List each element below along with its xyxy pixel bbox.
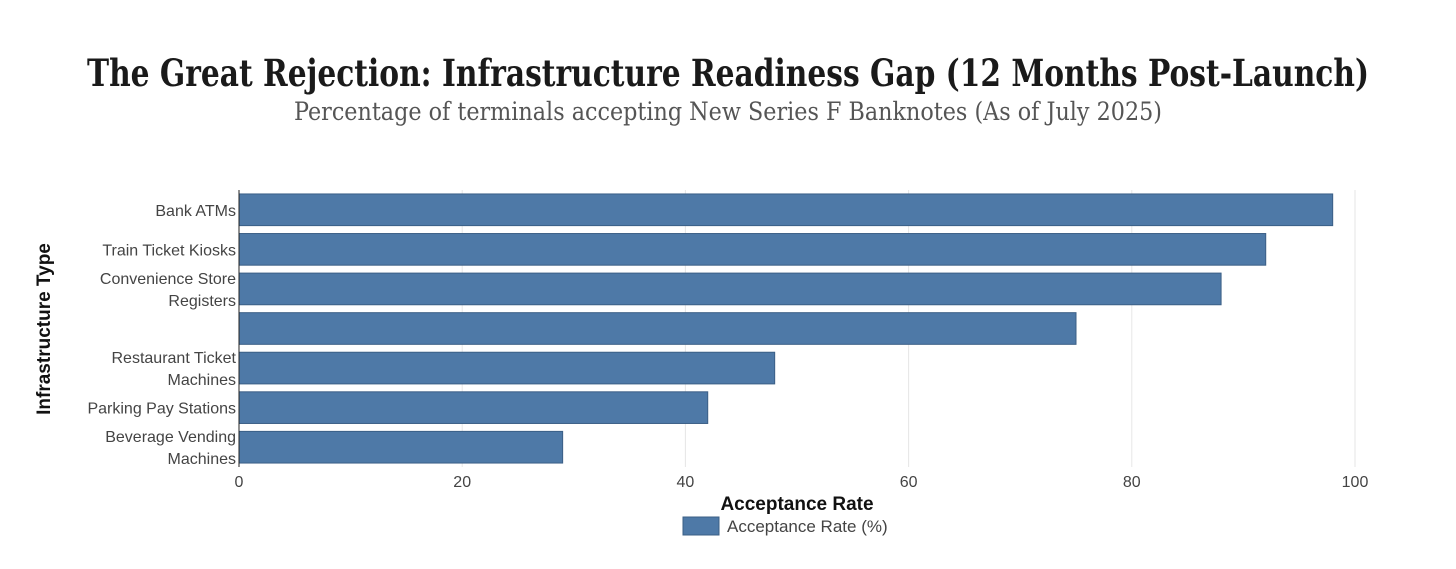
- x-tick-labels: 0 20 40 60 80 100: [235, 474, 1369, 491]
- y-tick-label-1-0: Train Ticket Kiosks: [102, 242, 236, 259]
- x-axis-title: Acceptance Rate: [720, 494, 873, 515]
- bars: [238, 193, 1334, 464]
- y-tick-label-2-1: Registers: [168, 293, 236, 310]
- x-tick-label-3: 60: [900, 474, 918, 491]
- chart-title: The Great Rejection: Infrastructure Read…: [87, 51, 1369, 95]
- x-tick-label-4: 80: [1123, 474, 1141, 491]
- bar-0: [238, 193, 1334, 227]
- bar-1: [238, 233, 1267, 266]
- bar-3: [238, 312, 1077, 345]
- x-tick-label-5: 100: [1342, 474, 1369, 491]
- legend-label: Acceptance Rate (%): [727, 517, 888, 536]
- bar-4: [238, 351, 776, 385]
- y-tick-label-6-0: Beverage Vending: [105, 429, 236, 446]
- bar-5: [238, 391, 709, 424]
- chart-subtitle: Percentage of terminals accepting New Se…: [294, 97, 1162, 126]
- x-tick-label-0: 0: [235, 474, 244, 491]
- y-tick-labels: Bank ATMs Train Ticket Kiosks Convenience …: [87, 203, 236, 468]
- y-tick-label-5-0: Parking Pay Stations: [87, 401, 236, 418]
- y-tick-label-6-1: Machines: [168, 451, 236, 468]
- y-tick-label-2-0: Convenience Store: [100, 271, 236, 288]
- y-tick-label-0-0: Bank ATMs: [155, 203, 236, 220]
- y-axis-title: Infrastructure Type: [34, 243, 55, 415]
- bar-2: [238, 272, 1222, 306]
- y-tick-label-4-0: Restaurant Ticket: [112, 350, 237, 367]
- legend-swatch: [682, 516, 720, 536]
- legend: Acceptance Rate (%): [682, 516, 888, 536]
- x-tick-label-1: 20: [453, 474, 471, 491]
- y-tick-label-4-1: Machines: [168, 372, 236, 389]
- bar-6: [238, 430, 564, 464]
- x-tick-label-2: 40: [677, 474, 695, 491]
